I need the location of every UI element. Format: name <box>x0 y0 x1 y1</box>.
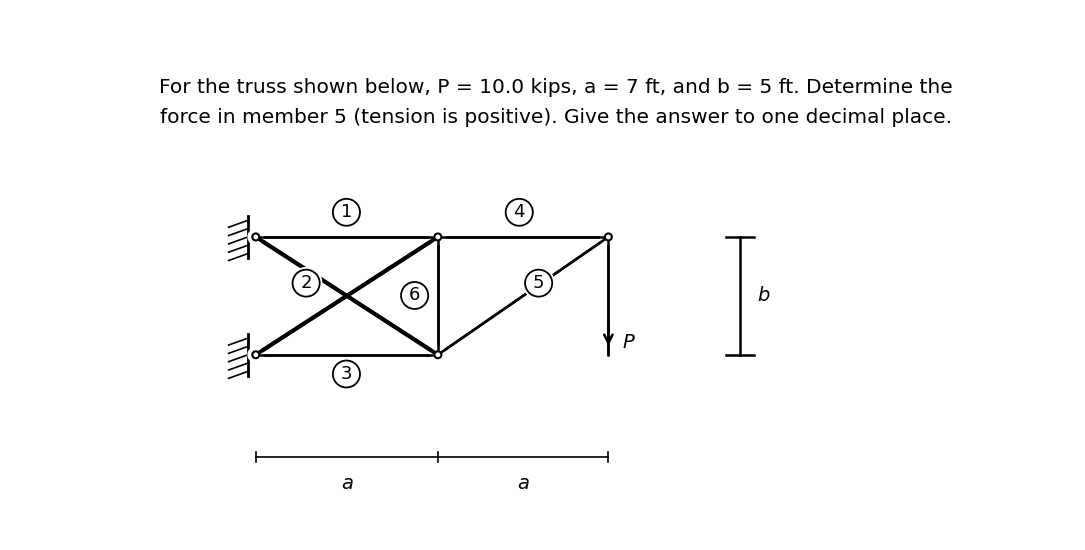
Circle shape <box>503 197 535 228</box>
Circle shape <box>252 351 259 358</box>
Circle shape <box>252 234 259 240</box>
Circle shape <box>248 229 264 245</box>
Text: 6: 6 <box>409 287 420 305</box>
Text: 4: 4 <box>513 204 525 221</box>
Text: 5: 5 <box>533 274 545 292</box>
Circle shape <box>601 229 616 245</box>
Text: P: P <box>623 333 634 352</box>
Text: 1: 1 <box>341 204 353 221</box>
Text: 2: 2 <box>301 274 311 292</box>
Text: force in member 5 (tension is positive). Give the answer to one decimal place.: force in member 5 (tension is positive).… <box>159 108 952 126</box>
Circle shape <box>331 359 362 389</box>
Circle shape <box>248 347 264 362</box>
Text: a: a <box>341 474 353 493</box>
Circle shape <box>523 268 554 299</box>
Text: a: a <box>518 474 529 493</box>
Circle shape <box>399 280 431 311</box>
Circle shape <box>331 197 362 228</box>
Circle shape <box>430 229 446 245</box>
Circle shape <box>434 234 442 240</box>
Circle shape <box>291 268 322 299</box>
Circle shape <box>434 351 442 358</box>
Text: For the truss shown below, P = 10.0 kips, a = 7 ft, and b = 5 ft. Determine the: For the truss shown below, P = 10.0 kips… <box>158 78 953 97</box>
Text: b: b <box>757 287 769 305</box>
Circle shape <box>430 347 446 362</box>
Text: 3: 3 <box>341 365 353 383</box>
Circle shape <box>605 234 612 240</box>
